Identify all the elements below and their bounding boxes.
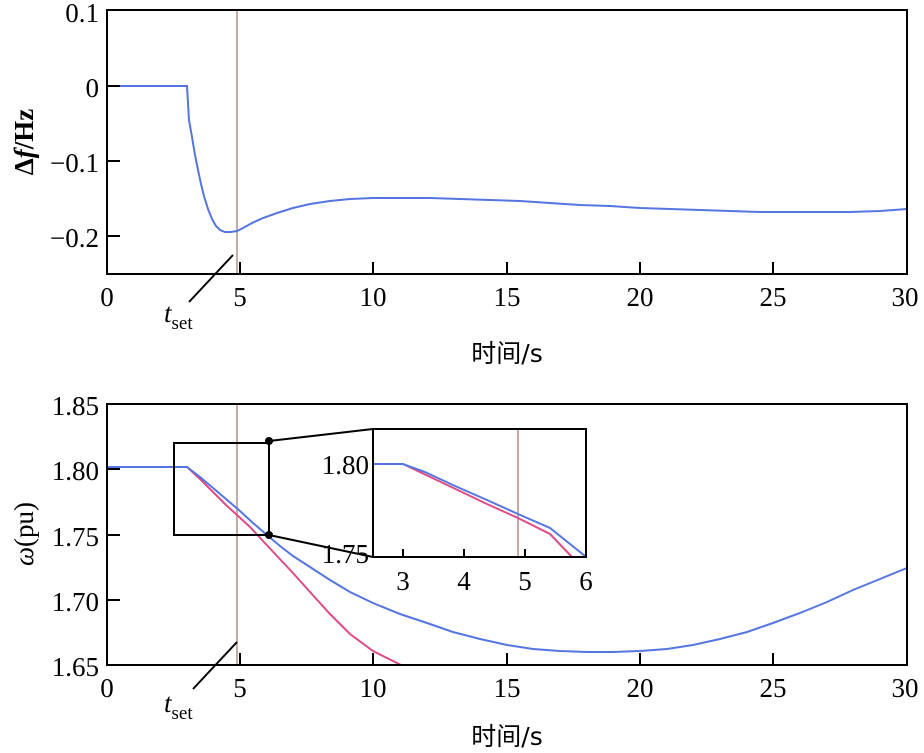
zoom-connector-line [268,534,374,558]
tset-leader-line [188,254,234,303]
bottom-xtick-label: 0 [100,673,114,703]
bottom-x-axis-title: 时间/s [471,722,542,751]
inset-chart: 1.80 1.75 3 4 5 6 [322,428,593,596]
top-chart: 0.1 0 −0.1 −0.2 0 5 10 15 20 25 30 tset … [9,0,919,368]
inset-ytick-label: 1.80 [322,450,369,480]
top-xtick-label: 20 [627,282,654,312]
bottom-y-ticks [107,468,120,601]
bottom-ytick-label: 1.80 [52,456,99,486]
tset-label: tset [164,298,193,334]
top-y-axis-title: Δf/Hz [9,109,39,175]
top-xtick-label: 25 [760,282,787,312]
top-ytick-label: 0.1 [65,0,99,28]
zoom-source-box [173,442,270,536]
bottom-xtick-label: 15 [494,673,521,703]
top-axes-frame [106,9,908,275]
bottom-xtick-label: 10 [360,673,387,703]
inset-xtick-label: 6 [579,566,593,596]
bottom-y-axis-title: ω(pu) [9,502,39,566]
inset-xtick-label: 5 [518,566,532,596]
top-x-ticks [239,262,774,274]
top-xtick-label: 10 [360,282,387,312]
inset-x-ticks [402,549,526,557]
inset-frame [372,428,587,558]
top-x-axis-title: 时间/s [471,339,542,368]
bottom-xtick-label: 25 [760,673,787,703]
inset-blue-series [373,463,586,557]
inset-xtick-label: 3 [396,566,410,596]
inset-ytick-label: 1.75 [322,539,369,569]
tset-leader-line [192,641,238,690]
delta-f-series [107,85,908,233]
bottom-ytick-label: 1.65 [52,652,99,682]
tset-label: tset [164,688,193,724]
top-ytick-label: −0.2 [50,223,99,253]
top-ytick-label: 0 [86,73,100,103]
top-xtick-label: 30 [892,282,919,312]
zoom-connector-line [268,428,374,442]
blue-series [107,466,908,653]
bottom-chart: 1.85 1.80 1.75 1.70 1.65 0 5 10 15 20 25… [9,391,919,751]
top-y-ticks [107,85,120,237]
pink-series [107,466,402,666]
bottom-x-ticks [239,653,774,665]
inset-xtick-label: 4 [457,566,471,596]
bottom-xtick-label: 30 [892,673,919,703]
bottom-ytick-label: 1.85 [52,391,99,421]
top-ytick-label: −0.1 [50,148,99,178]
bottom-xtick-label: 5 [233,673,247,703]
top-xtick-label: 5 [233,282,247,312]
top-xtick-label: 15 [494,282,521,312]
bottom-ytick-label: 1.75 [52,522,99,552]
bottom-xtick-label: 20 [627,673,654,703]
bottom-ytick-label: 1.70 [52,587,99,617]
top-xtick-label: 0 [100,282,114,312]
